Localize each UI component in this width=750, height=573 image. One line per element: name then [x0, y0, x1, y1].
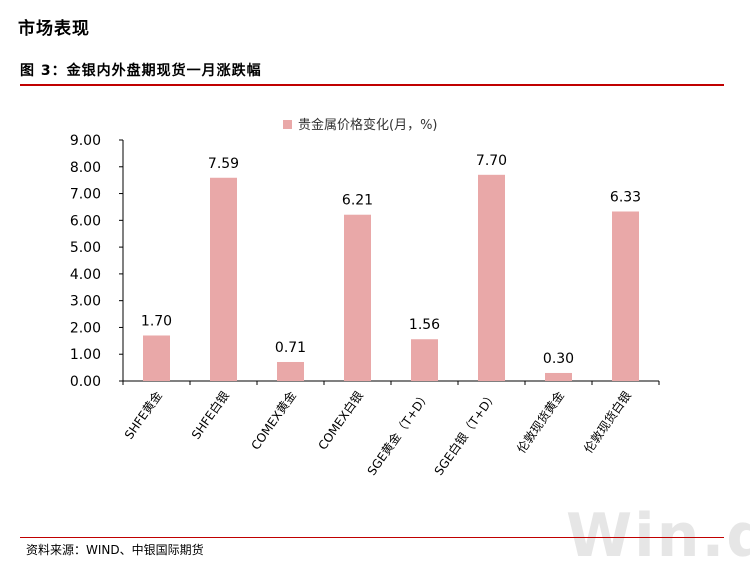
y-tick-label: 3.00	[70, 294, 101, 310]
x-category-label: COMEX白银	[315, 388, 366, 452]
data-label: 0.71	[275, 340, 306, 356]
y-tick-label: 9.00	[70, 133, 101, 149]
watermark: Win.d	[566, 501, 750, 571]
y-tick-label: 7.00	[70, 187, 101, 203]
y-tick-label: 5.00	[70, 240, 101, 256]
bar	[411, 339, 438, 381]
data-label: 7.70	[476, 153, 507, 169]
x-category-label: 伦敦现货黄金	[513, 388, 567, 456]
y-tick-label: 6.00	[70, 213, 101, 229]
figure-title: 图 3：金银内外盘期现货一月涨跌幅	[20, 63, 262, 79]
x-category-label: 伦敦现货白银	[580, 388, 634, 456]
data-label: 7.59	[208, 156, 239, 172]
data-label: 6.33	[610, 189, 641, 205]
x-category-label: SHFE黄金	[121, 388, 165, 442]
bar	[612, 211, 639, 381]
bar	[344, 214, 371, 381]
y-tick-label: 1.00	[70, 347, 101, 363]
y-tick-label: 4.00	[70, 267, 101, 283]
legend-swatch	[283, 120, 292, 129]
x-category-label: SGE黄金（T+D）	[364, 388, 433, 478]
source-note: 资料来源：WIND、中银国际期货	[26, 543, 204, 557]
title-divider	[20, 84, 724, 86]
data-label: 1.70	[141, 313, 172, 329]
legend-label: 贵金属价格变化(月，%)	[298, 117, 438, 133]
data-label: 1.56	[409, 317, 440, 333]
bar	[545, 372, 572, 381]
bar	[143, 335, 170, 381]
y-tick-label: 0.00	[70, 374, 101, 390]
y-tick-label: 8.00	[70, 160, 101, 176]
x-category-label: SGE白银（T+D）	[431, 388, 500, 478]
data-label: 0.30	[543, 351, 574, 367]
data-label: 6.21	[342, 193, 373, 209]
y-tick-label: 2.00	[70, 320, 101, 336]
x-category-label: COMEX黄金	[248, 388, 299, 452]
footer-divider	[20, 537, 724, 538]
bar	[210, 177, 237, 381]
bar	[277, 361, 304, 381]
bar	[478, 174, 505, 381]
x-category-label: SHFE白银	[188, 388, 232, 442]
section-title: 市场表现	[18, 19, 90, 39]
